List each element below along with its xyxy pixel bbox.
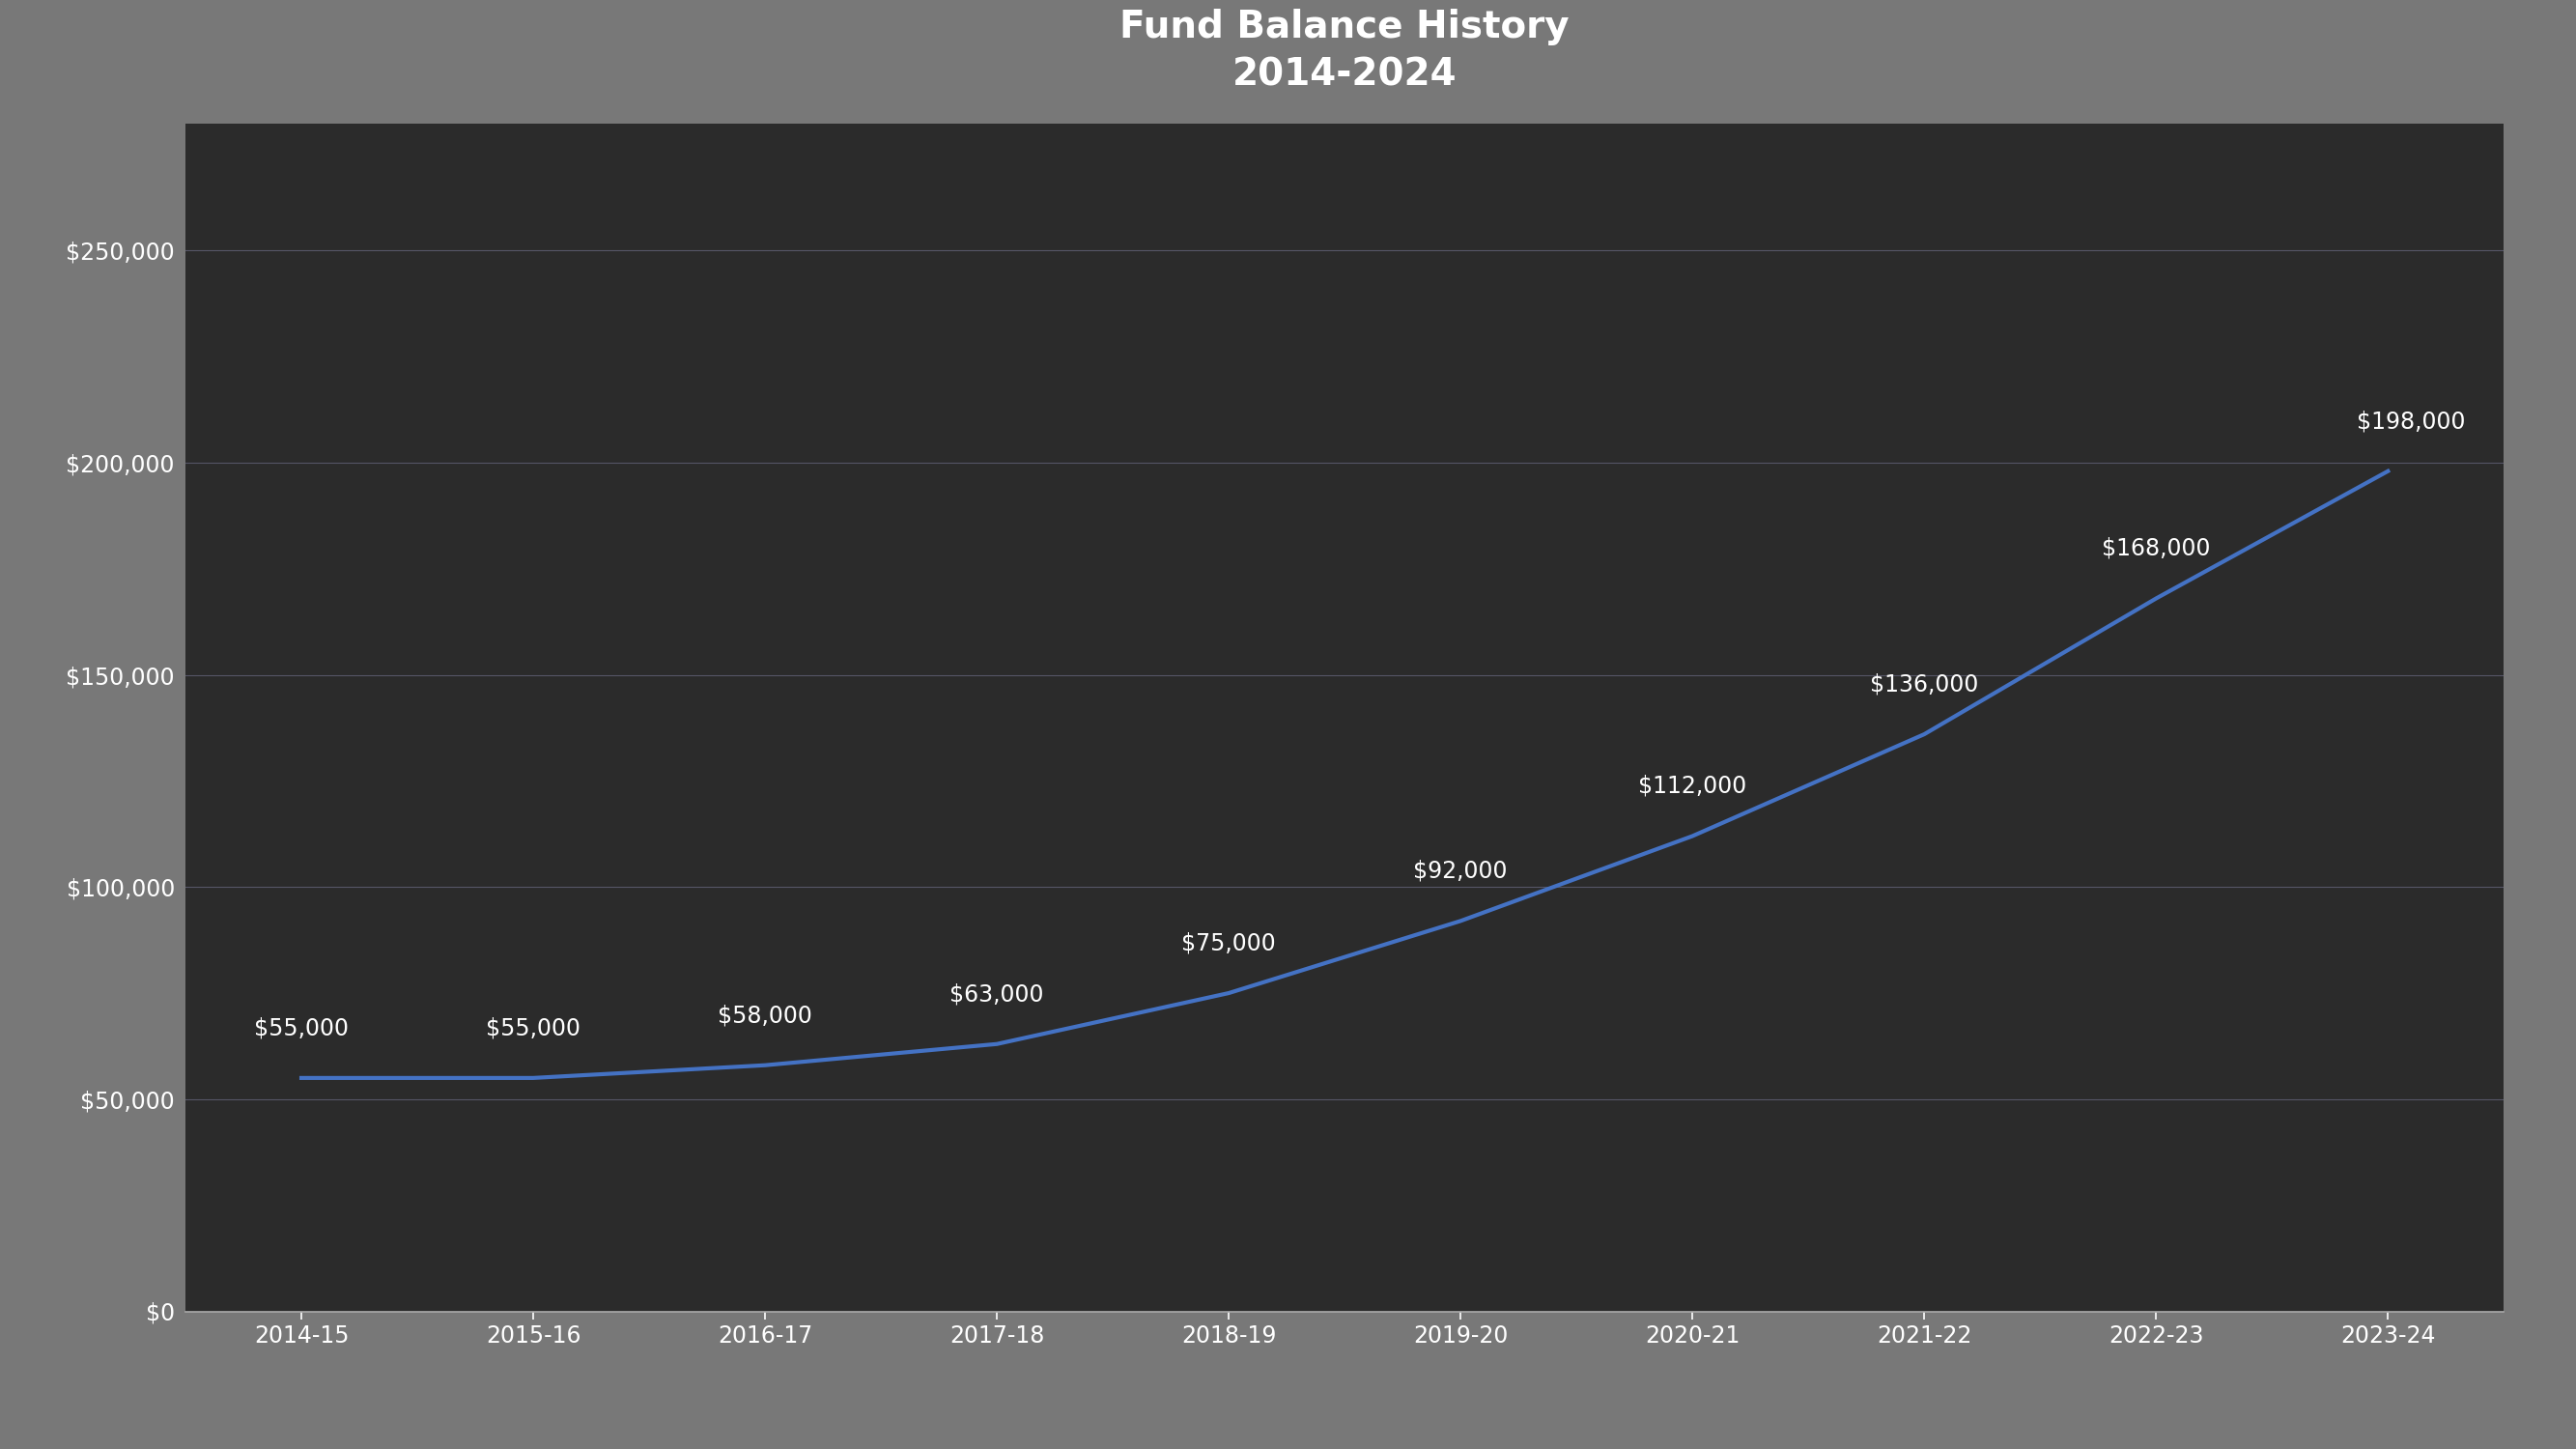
Text: $63,000: $63,000 [951, 982, 1043, 1006]
Text: $92,000: $92,000 [1414, 859, 1507, 882]
Text: $112,000: $112,000 [1638, 775, 1747, 798]
Text: $75,000: $75,000 [1182, 932, 1275, 955]
Text: $58,000: $58,000 [719, 1004, 811, 1027]
Text: $55,000: $55,000 [255, 1017, 348, 1040]
Text: $168,000: $168,000 [2102, 538, 2210, 561]
Title: Fund Balance History
2014-2024: Fund Balance History 2014-2024 [1121, 9, 1569, 93]
Text: $55,000: $55,000 [487, 1017, 580, 1040]
Text: $136,000: $136,000 [1870, 672, 1978, 696]
Text: $198,000: $198,000 [2357, 410, 2465, 433]
